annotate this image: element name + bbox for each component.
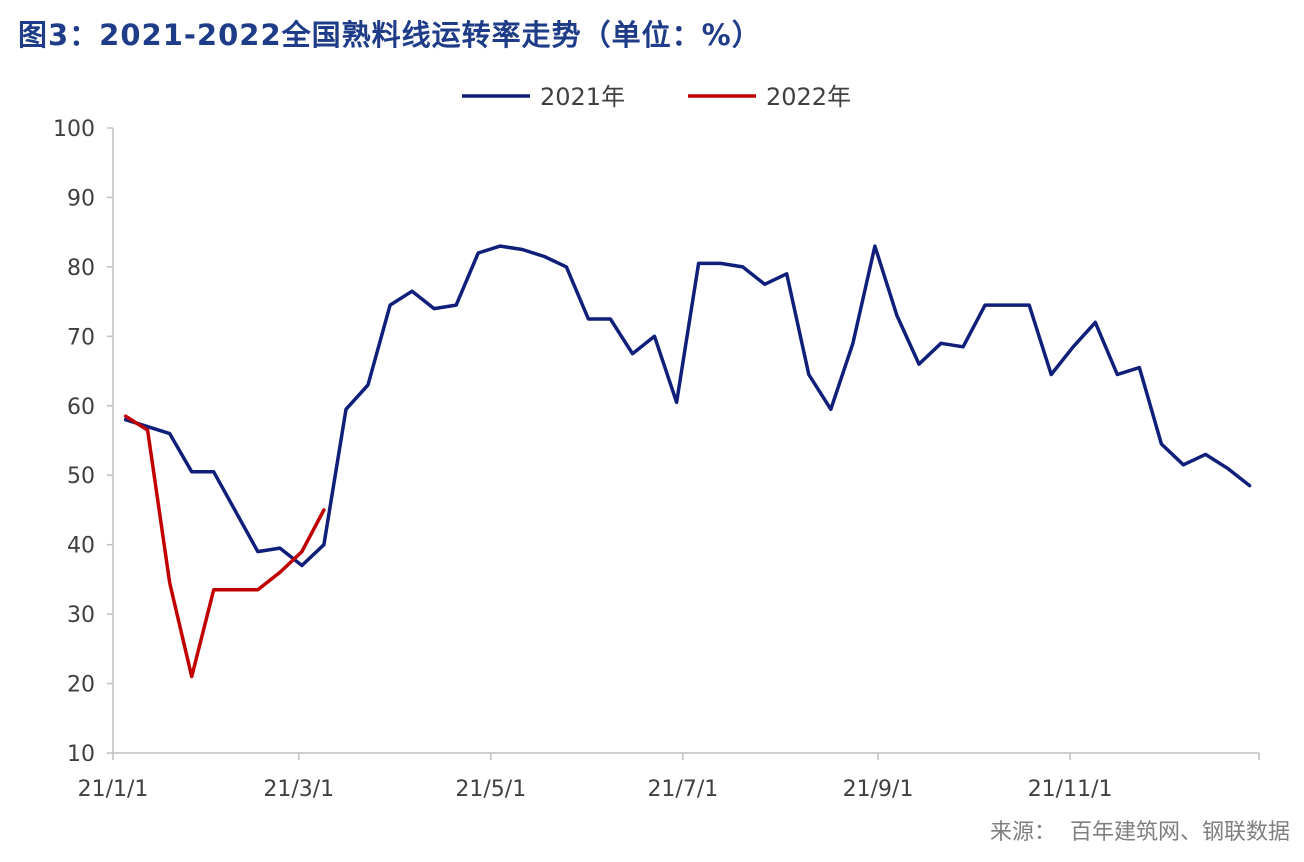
x-tick-label: 21/11/1 — [1028, 777, 1113, 802]
x-tick-label: 21/7/1 — [647, 777, 718, 802]
y-tick-label: 60 — [67, 395, 95, 420]
series-line-2 — [123, 414, 326, 679]
y-tick-label: 80 — [67, 256, 95, 281]
y-tick-label: 100 — [53, 117, 95, 142]
series-lines — [123, 244, 1252, 679]
source-note: 来源： 百年建筑网、钢联数据 — [990, 820, 1290, 845]
chart-title: 图3：2021-2022全国熟料线运转率走势（单位：%） — [18, 18, 762, 52]
y-tick-label: 30 — [67, 603, 95, 628]
y-tick-label: 50 — [67, 464, 95, 489]
y-tick-label: 40 — [67, 534, 95, 559]
y-tick-label: 10 — [67, 742, 95, 767]
y-tick-label: 70 — [67, 325, 95, 350]
legend: 2021年 2022年 — [462, 83, 851, 111]
legend-label-1: 2021年 — [540, 83, 625, 111]
series-line-1 — [123, 244, 1252, 568]
axes: 10 20 30 40 50 60 70 80 90 100 21/1/1 21/3/1 21/5/1 2… — [53, 117, 1260, 802]
legend-label-2: 2022年 — [766, 83, 851, 111]
x-tick-label: 21/1/1 — [78, 777, 149, 802]
y-tick-label: 90 — [67, 186, 95, 211]
x-tick-label: 21/5/1 — [455, 777, 526, 802]
x-tick-label: 21/9/1 — [843, 777, 914, 802]
y-tick-label: 20 — [67, 673, 95, 698]
x-tick-label: 21/3/1 — [263, 777, 334, 802]
